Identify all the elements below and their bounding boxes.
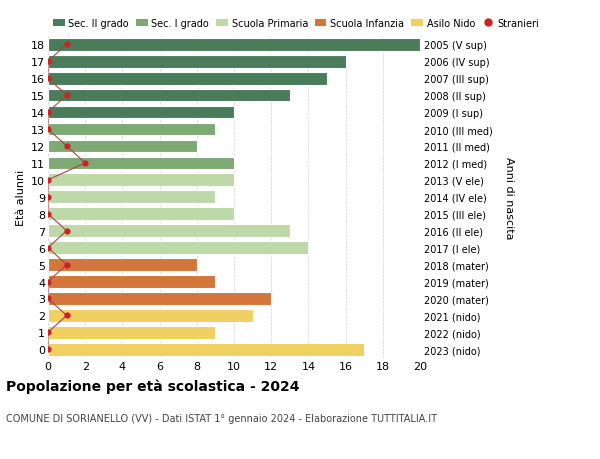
Bar: [48, 191, 215, 204]
Bar: [48, 106, 234, 119]
Bar: [48, 208, 234, 221]
Bar: [48, 123, 215, 136]
Bar: [48, 309, 253, 322]
Legend: Sec. II grado, Sec. I grado, Scuola Primaria, Scuola Infanzia, Asilo Nido, Stran: Sec. II grado, Sec. I grado, Scuola Prim…: [53, 19, 539, 28]
Bar: [48, 326, 215, 339]
Bar: [48, 39, 420, 51]
Bar: [48, 242, 308, 254]
Text: COMUNE DI SORIANELLO (VV) - Dati ISTAT 1° gennaio 2024 - Elaborazione TUTTITALIA: COMUNE DI SORIANELLO (VV) - Dati ISTAT 1…: [6, 413, 437, 423]
Bar: [48, 225, 290, 237]
Bar: [48, 73, 327, 85]
Y-axis label: Età alunni: Età alunni: [16, 169, 26, 225]
Bar: [48, 174, 234, 187]
Bar: [48, 275, 215, 288]
Bar: [48, 157, 234, 170]
Text: Popolazione per età scolastica - 2024: Popolazione per età scolastica - 2024: [6, 379, 299, 393]
Bar: [48, 343, 364, 356]
Bar: [48, 56, 346, 68]
Bar: [48, 90, 290, 102]
Y-axis label: Anni di nascita: Anni di nascita: [504, 156, 514, 239]
Bar: [48, 140, 197, 153]
Bar: [48, 259, 197, 271]
Bar: [48, 292, 271, 305]
